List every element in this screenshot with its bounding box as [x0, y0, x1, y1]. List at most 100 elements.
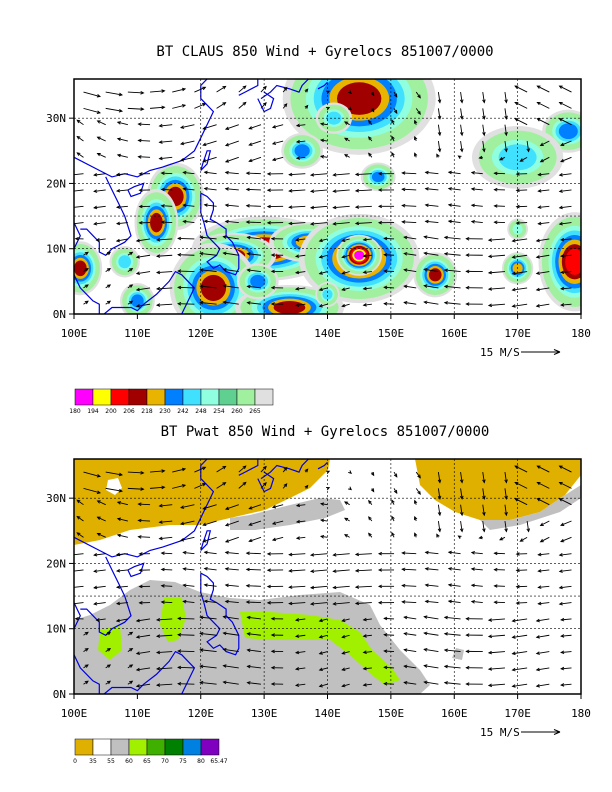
wind-vector-head	[423, 615, 428, 619]
wind-vector-head	[222, 85, 227, 90]
wind-vector-head	[283, 86, 288, 91]
wind-vector	[183, 551, 195, 555]
wind-vector	[136, 287, 151, 291]
wind-vector	[559, 465, 572, 473]
wind-vector	[482, 124, 485, 136]
colorbar-label: 65	[143, 758, 151, 765]
wind-vector-head	[560, 683, 565, 687]
wind-vector	[538, 553, 550, 556]
wind-vector-head	[224, 187, 229, 191]
wind-vector-head	[155, 286, 161, 291]
wind-vector-head	[116, 121, 121, 125]
wind-vector-head	[403, 235, 408, 240]
wind-vector	[194, 466, 206, 473]
wind-vector	[295, 618, 306, 621]
wind-vector	[444, 649, 461, 653]
wind-vector-head	[437, 148, 442, 153]
wind-vector-head	[465, 649, 470, 654]
wind-vector	[540, 520, 550, 526]
x-tick-label: 100E	[61, 327, 88, 340]
wind-vector	[310, 222, 328, 225]
wind-vector	[320, 503, 328, 506]
wind-vector-head	[465, 682, 470, 686]
wind-vector	[117, 138, 128, 142]
wind-vector	[319, 667, 328, 671]
wind-vector-head	[413, 135, 418, 141]
wind-vector-head	[115, 238, 121, 243]
wind-vector	[482, 91, 485, 103]
coastline	[127, 562, 145, 578]
wind-vector	[247, 633, 262, 636]
wind-vector	[355, 222, 372, 224]
wind-vector	[117, 501, 128, 506]
x-tick-label: 120E	[188, 327, 215, 340]
wind-vector	[249, 156, 262, 162]
wind-vector-head	[271, 504, 277, 509]
wind-vector-head	[93, 553, 98, 557]
wind-vector-head	[423, 284, 428, 288]
wind-vector	[246, 585, 261, 587]
wind-vector	[97, 136, 106, 142]
wind-vector	[319, 683, 328, 687]
pwat-moist-region-1	[160, 598, 186, 642]
wind-vector-head	[222, 102, 227, 106]
wind-vector-head	[493, 204, 498, 208]
wind-vector	[460, 488, 463, 499]
wind-vector	[333, 602, 350, 605]
wind-vector-head	[295, 519, 301, 524]
wind-vector-head	[222, 680, 227, 685]
wind-vector-head	[413, 119, 418, 124]
wind-vector	[415, 108, 421, 115]
wind-vector-head	[246, 648, 251, 653]
wind-vector	[138, 156, 151, 158]
wind-vector-head	[443, 252, 448, 256]
wind-vector	[247, 269, 262, 273]
wind-vector	[96, 238, 106, 241]
colorbar-label: 265	[249, 408, 261, 415]
wind-vector-head	[266, 204, 271, 209]
wind-vector	[424, 648, 439, 653]
wind-vector	[355, 173, 372, 175]
wind-vector-head	[245, 220, 250, 224]
wind-vector-head	[377, 551, 383, 556]
wind-vector	[249, 140, 262, 146]
wind-vector-head	[383, 681, 388, 686]
wind-vector	[223, 236, 239, 240]
wind-vector-head	[326, 90, 331, 94]
wind-vector-head	[332, 569, 337, 573]
wind-vector-head	[341, 683, 346, 688]
wind-vector-head	[199, 680, 204, 685]
wind-vector	[512, 254, 528, 258]
wind-vector	[200, 665, 217, 669]
wind-vector	[161, 172, 173, 175]
wind-vector-head	[560, 237, 565, 242]
wind-vector	[404, 649, 417, 653]
wind-vector	[488, 618, 505, 621]
wind-vector-head	[129, 648, 134, 652]
wind-vector-head	[202, 538, 207, 543]
wind-vector-head	[318, 683, 323, 688]
wind-vector-head	[354, 568, 360, 573]
wind-vector-head	[391, 119, 395, 124]
wind-vector-head	[224, 506, 230, 511]
wind-vector-head	[180, 521, 185, 526]
wind-vector	[512, 303, 528, 307]
wind-vector-head	[93, 569, 98, 573]
wind-vector	[159, 140, 173, 143]
wind-vector-head	[222, 631, 227, 636]
wind-vector	[223, 632, 239, 636]
wind-vector-head	[76, 135, 81, 140]
wind-vector	[295, 271, 306, 274]
wind-vector	[105, 91, 123, 96]
wind-vector-head	[558, 498, 563, 502]
wind-vector	[488, 287, 505, 290]
wind-vector	[74, 189, 84, 192]
wind-vector-head	[118, 472, 124, 477]
wind-vector-head	[459, 99, 464, 104]
wind-vector	[225, 584, 239, 587]
wind-vector-head	[401, 187, 406, 192]
wind-vector-head	[246, 284, 251, 289]
wind-vector-head	[295, 536, 301, 540]
wind-vector-head	[423, 300, 428, 305]
wind-vector	[471, 601, 483, 604]
